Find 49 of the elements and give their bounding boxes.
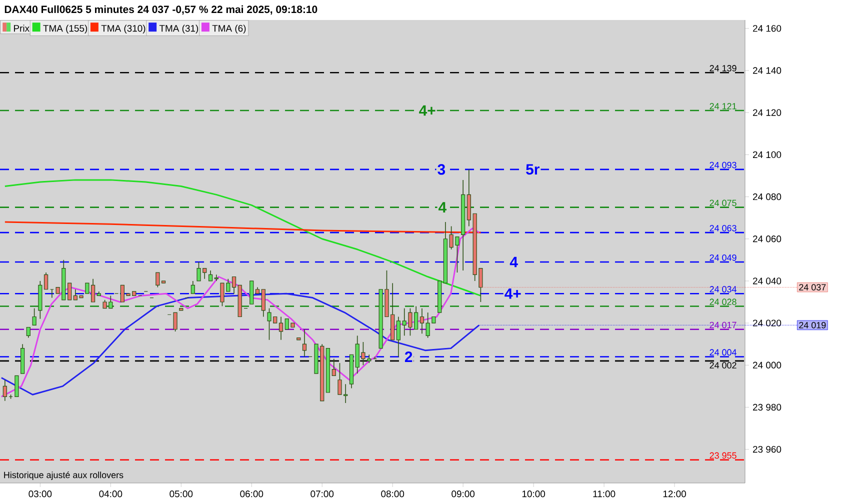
annotation: 5r: [526, 164, 540, 175]
y-tick-label: 24 040: [752, 278, 782, 284]
annotation: 4+: [419, 105, 436, 116]
y-tick-label: 23 960: [752, 446, 782, 453]
annotation: Historique ajusté aux rollovers: [4, 471, 124, 480]
ref-line-label: 23 955: [710, 452, 736, 459]
x-tick-label: 09:00: [452, 490, 475, 498]
x-tick-label: 06:00: [240, 490, 264, 498]
legend-label: TMA (310): [101, 24, 146, 34]
ref-line-label: 24 063: [710, 225, 736, 232]
annotation: 24 019: [799, 322, 826, 328]
ref-line-label: 24 017: [710, 322, 736, 328]
annotation: 2: [404, 352, 412, 362]
y-tick-label: 24 020: [752, 320, 782, 326]
y-tick-label: 24 060: [752, 236, 782, 242]
x-tick-label: 12:00: [663, 490, 686, 498]
y-tick-label: 24 140: [752, 67, 782, 74]
x-tick-label: 08:00: [381, 490, 404, 498]
y-tick-label: 24 100: [752, 151, 782, 158]
y-tick-label: 24 120: [752, 109, 782, 116]
annotation: 4+: [504, 288, 521, 299]
legend-label: TMA (31): [159, 24, 198, 34]
legend-label: TMA (6): [212, 24, 246, 34]
ref-line-label: 24 004: [710, 349, 736, 356]
ref-line-label: 24 075: [710, 200, 736, 206]
ref-line-label: 24 034: [710, 286, 736, 292]
legend-label: TMA (155): [43, 24, 88, 34]
ref-line-label: 24 028: [710, 298, 736, 306]
annotation: 24 037: [799, 284, 826, 290]
chart-title: DAX40 Full0625 5 minutes 24 037 -0,57 % 22 mai 2025, 09:18:10: [4, 5, 318, 15]
x-tick-label: 04:00: [99, 490, 122, 498]
ref-line-label: 24 002: [710, 362, 736, 368]
ref-line-label: 24 121: [710, 103, 736, 110]
y-tick-label: 24 080: [752, 193, 782, 200]
ref-line-label: 24 049: [710, 254, 736, 261]
x-tick-label: 11:00: [593, 490, 616, 498]
annotation: 4: [510, 256, 518, 268]
x-tick-label: 07:00: [310, 490, 334, 498]
ref-line-label: 24 093: [710, 162, 736, 168]
legend-label: Prix: [14, 24, 30, 32]
ref-line-label: 24 139: [710, 65, 736, 72]
y-tick-label: 24 160: [752, 25, 782, 32]
x-tick-label: 05:00: [170, 490, 193, 498]
y-tick-label: 23 980: [752, 404, 782, 411]
y-tick-label: 24 000: [752, 362, 782, 368]
x-tick-label: 03:00: [28, 490, 52, 498]
annotation: 3: [438, 164, 446, 175]
annotation: 4: [438, 202, 446, 212]
x-tick-label: 10:00: [522, 490, 546, 498]
